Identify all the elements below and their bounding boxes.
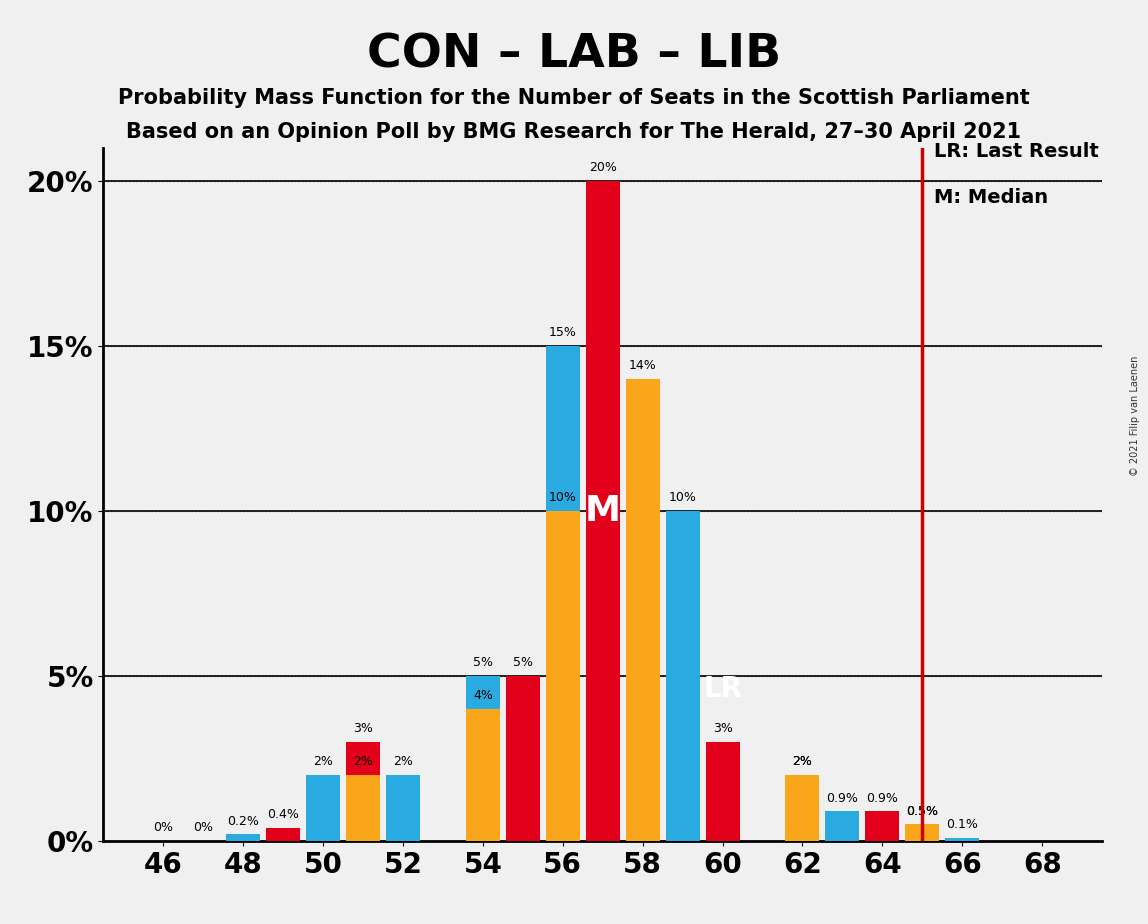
Text: 3%: 3% [354,723,373,736]
Text: 4%: 4% [473,689,492,702]
Text: LR: LR [703,675,742,703]
Bar [466,709,499,841]
Text: 15%: 15% [549,326,576,339]
Text: 0.5%: 0.5% [906,805,938,818]
Text: Based on an Opinion Poll by BMG Research for The Herald, 27–30 April 2021: Based on an Opinion Poll by BMG Research… [126,122,1022,142]
Bar [706,742,739,841]
Bar [626,379,660,841]
Text: 0.2%: 0.2% [227,815,259,828]
Bar [386,775,420,841]
Text: 3%: 3% [713,723,732,736]
Bar [785,775,820,841]
Bar [307,775,340,841]
Bar [866,811,899,841]
Bar [906,824,939,841]
Text: 5%: 5% [513,656,533,669]
Text: CON – LAB – LIB: CON – LAB – LIB [367,32,781,78]
Text: M: M [584,493,621,528]
Text: 2%: 2% [792,755,813,768]
Text: 5%: 5% [473,656,492,669]
Bar [585,181,620,841]
Text: 0%: 0% [153,821,173,834]
Text: 2%: 2% [393,755,413,768]
Text: 0.1%: 0.1% [946,818,978,831]
Bar [666,511,699,841]
Bar [506,675,540,841]
Bar [825,811,860,841]
Bar [266,828,300,841]
Bar [945,837,979,841]
Text: 0.9%: 0.9% [867,792,898,805]
Text: Probability Mass Function for the Number of Seats in the Scottish Parliament: Probability Mass Function for the Number… [118,88,1030,108]
Bar [226,834,261,841]
Text: M: Median: M: Median [934,188,1048,207]
Text: 10%: 10% [668,492,697,505]
Text: © 2021 Filip van Laenen: © 2021 Filip van Laenen [1130,356,1140,476]
Text: 0.4%: 0.4% [267,808,298,821]
Text: 0.9%: 0.9% [827,792,859,805]
Bar [466,675,499,841]
Text: 2%: 2% [354,755,373,768]
Bar [785,775,820,841]
Text: 20%: 20% [589,162,616,175]
Text: 2%: 2% [313,755,333,768]
Text: LR: Last Result: LR: Last Result [934,142,1099,161]
Bar [346,775,380,841]
Bar [906,824,939,841]
Bar [346,742,380,841]
Text: 0.5%: 0.5% [906,805,938,818]
Text: 2%: 2% [792,755,813,768]
Bar [545,511,580,841]
Text: 10%: 10% [549,492,576,505]
Text: 0%: 0% [193,821,214,834]
Bar [545,346,580,841]
Text: 14%: 14% [629,359,657,372]
